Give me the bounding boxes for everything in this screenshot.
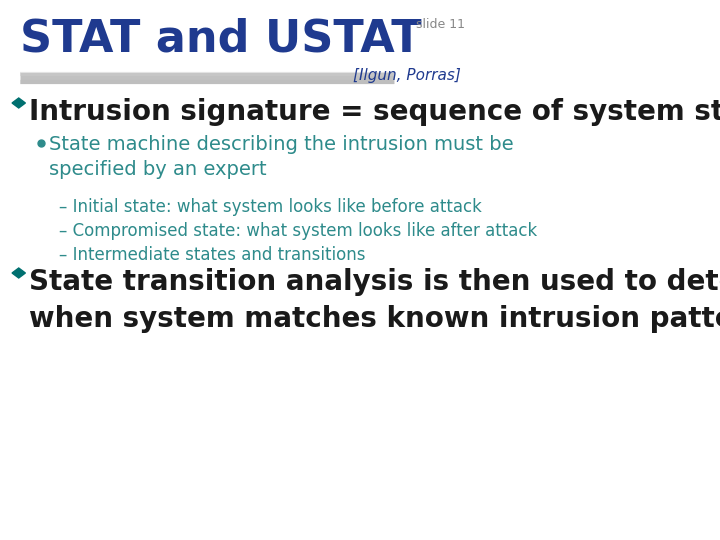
Text: – Initial state: what system looks like before attack: – Initial state: what system looks like … (59, 198, 482, 216)
Text: – Intermediate states and transitions: – Intermediate states and transitions (59, 246, 365, 264)
Text: State transition analysis is then used to detect
when system matches known intru: State transition analysis is then used t… (30, 268, 720, 333)
Text: – Compromised state: what system looks like after attack: – Compromised state: what system looks l… (59, 222, 537, 240)
Text: State machine describing the intrusion must be
specified by an expert: State machine describing the intrusion m… (50, 135, 514, 179)
Text: Intrusion signature = sequence of system states: Intrusion signature = sequence of system… (30, 98, 720, 126)
Text: [Ilgun, Porras]: [Ilgun, Porras] (354, 68, 462, 83)
Polygon shape (12, 268, 25, 278)
Text: slide 11: slide 11 (415, 18, 464, 31)
Polygon shape (12, 98, 25, 108)
Text: STAT and USTAT: STAT and USTAT (20, 18, 422, 61)
